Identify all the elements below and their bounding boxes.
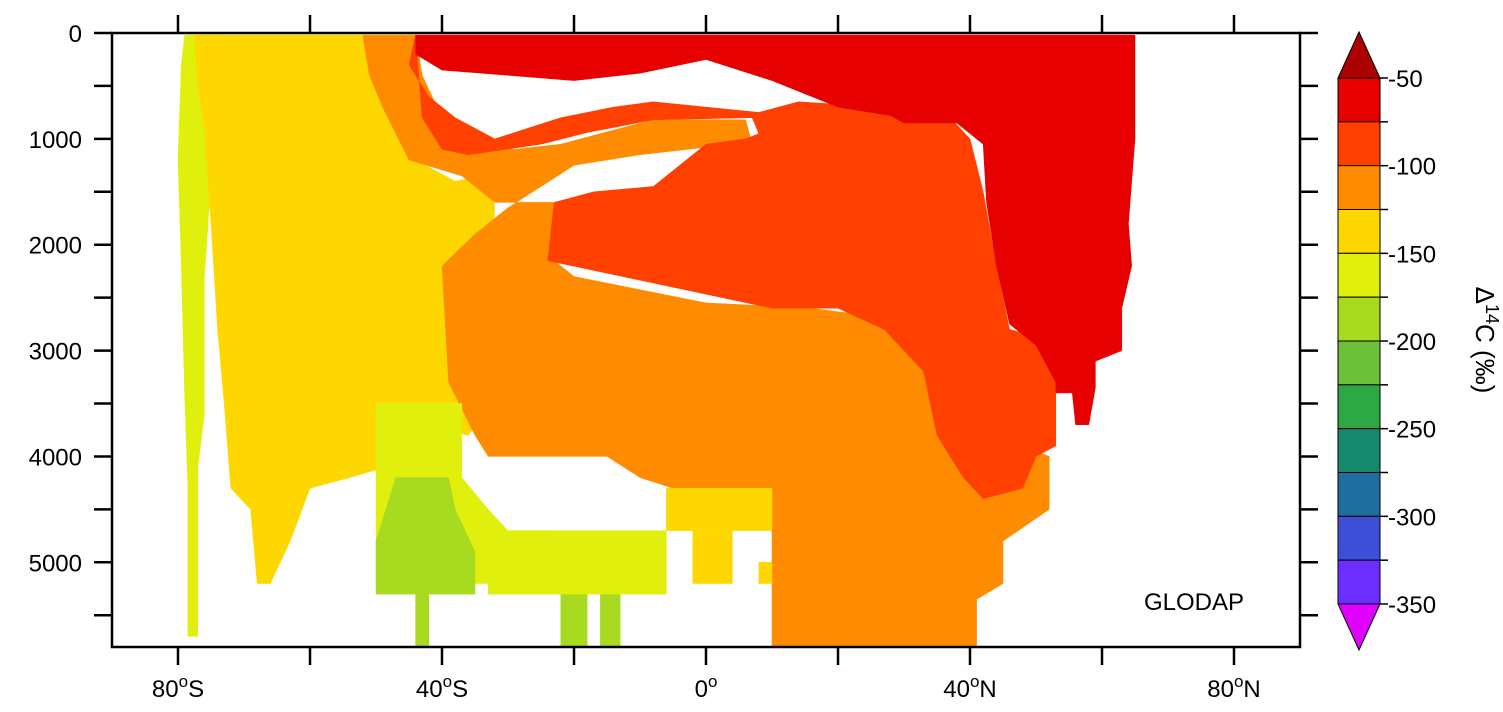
y-tick-label: 4000 xyxy=(29,444,82,471)
x-tick-label: 40oS xyxy=(416,672,468,703)
x-tick-label: 80oN xyxy=(1207,672,1261,703)
y-tick-label: 0 xyxy=(69,21,82,48)
contour-band-9 xyxy=(600,593,621,647)
y-axis: 0 1000 2000 3000 4000 5000 xyxy=(29,21,1318,617)
colorbar-segment xyxy=(1337,384,1381,430)
colorbar-segment xyxy=(1337,296,1381,342)
colorbar-under-triangle xyxy=(1337,603,1381,652)
colorbar-segment xyxy=(1337,428,1381,473)
y-tick-label: 3000 xyxy=(29,339,82,366)
x-tick-label: 0o xyxy=(695,672,718,703)
contour-band-10 xyxy=(487,530,667,595)
colorbar-label: -300 xyxy=(1388,504,1436,531)
colorbar-over-triangle xyxy=(1337,30,1381,79)
contour-band-8 xyxy=(560,593,588,647)
colorbar-segment xyxy=(1337,77,1381,123)
colorbar-segment xyxy=(1337,209,1381,254)
colorbar-label: -200 xyxy=(1388,329,1436,356)
contour-band-3 xyxy=(408,35,1057,500)
colorbar-segment xyxy=(1337,165,1381,211)
colorbar-segment xyxy=(1337,472,1381,517)
contour-band-6 xyxy=(375,477,476,595)
y-tick-label: 1000 xyxy=(29,127,82,154)
contour-band-7 xyxy=(415,593,430,647)
x-tick-label: 40oN xyxy=(943,672,997,703)
colorbar-label: -100 xyxy=(1388,154,1436,181)
dataset-annotation: GLODAP xyxy=(1144,589,1244,616)
colorbar-segment xyxy=(1337,121,1381,167)
y-tick-label: 5000 xyxy=(29,550,82,577)
x-tick-label: 80oS xyxy=(152,672,204,703)
colorbar-segment xyxy=(1337,252,1381,298)
colorbar-label: -250 xyxy=(1388,417,1436,444)
x-axis: 80oS 40oS 0o 40oN 80oN xyxy=(152,15,1261,703)
colorbar-segment xyxy=(1337,559,1381,605)
colorbar-label: -50 xyxy=(1388,66,1423,93)
contour-bands xyxy=(177,34,1136,647)
colorbar-segment xyxy=(1337,340,1381,386)
colorbar-segment xyxy=(1337,515,1381,561)
contour-band-13 xyxy=(758,562,773,584)
colorbar: -50 -100 -150 -200 -250 -300 -350 Δ14C (‰) xyxy=(1337,30,1502,652)
colorbar-label: -350 xyxy=(1388,592,1436,619)
contour-band-4 xyxy=(415,34,1136,425)
colorbar-label: -150 xyxy=(1388,241,1436,268)
contour-band-12 xyxy=(692,530,733,584)
contour-band-11 xyxy=(666,487,773,531)
y-tick-label: 2000 xyxy=(29,233,82,260)
colorbar-title: Δ14C (‰) xyxy=(1470,287,1502,394)
